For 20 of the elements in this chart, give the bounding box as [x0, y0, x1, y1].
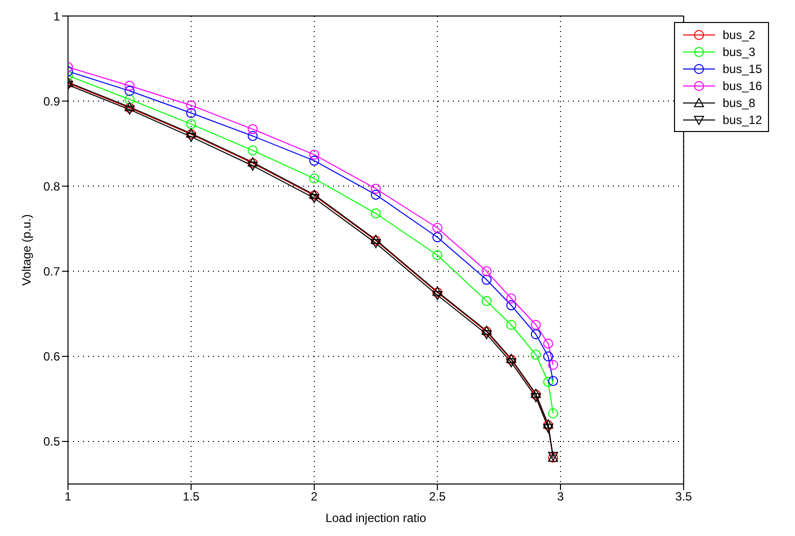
x-tick-label: 3.5 [675, 490, 692, 504]
y-tick-label: 0.7 [43, 264, 60, 279]
x-tick-label: 2.5 [429, 490, 446, 504]
x-tick-label: 3 [557, 490, 564, 504]
legend-label: bus_2 [722, 28, 756, 42]
x-tick-label: 1 [64, 490, 72, 504]
legend-label: bus_15 [722, 62, 762, 76]
y-tick-label: 0.6 [43, 350, 60, 364]
y-tick-label: 0.8 [43, 179, 60, 194]
x-tick-label: 2 [310, 490, 318, 504]
y-axis-title: Voltage (p.u.) [19, 214, 34, 286]
y-tick-label: 0.5 [43, 434, 60, 449]
y-tick-label: 0.9 [43, 94, 60, 108]
x-axis-title: Load injection ratio [325, 511, 427, 525]
legend-label: bus_12 [722, 112, 762, 126]
y-tick-label: 1 [53, 9, 60, 24]
x-tick-label: 1.5 [182, 490, 200, 504]
legend-label: bus_8 [722, 96, 756, 110]
legend-label: bus_3 [722, 44, 756, 58]
legend-label: bus_16 [722, 78, 762, 92]
